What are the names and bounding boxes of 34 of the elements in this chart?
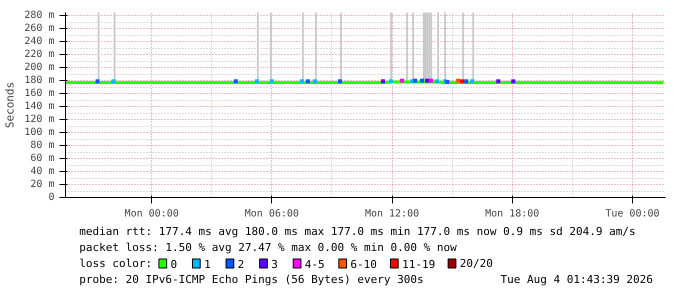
y-tick-label: 180 m [24,75,55,86]
y-tick-label: 260 m [24,23,55,34]
y-tick-label: 120 m [24,114,55,126]
y-tick-label: 240 m [24,36,55,48]
legend-title: loss color: [79,257,152,270]
y-tick-label: 160 m [24,88,55,100]
legend-label: 1 [204,258,211,271]
text: Tue Aug 4 01:43:39 2026 [500,273,653,286]
x-tick-label: Mon 06:00 [244,208,299,220]
x-tick-label: Mon 00:00 [124,208,179,220]
x-tick-label: Mon 12:00 [364,208,420,220]
text: packet loss: 1.50 % avg 27.47 % max 0.00 % min 0.00 % now [79,241,458,254]
y-tick-label: 80 m [30,140,55,152]
legend-label: 20/20 [460,257,493,270]
y-tick-label: 200 m [24,62,55,74]
y-tick-label: 280 m [24,10,55,22]
y-tick-label: 60 m [30,153,55,164]
legend-label: 3 [271,258,278,271]
y-tick-label: 20 m [30,179,55,190]
text: median rtt: 177.4 ms avg 180.0 ms max 177.0 ms min 177.0 ms now 0.9 ms sd 204.9 am/s [79,225,636,238]
y-tick-label: 100 m [24,127,55,138]
legend-label: 4-5 [304,258,325,271]
y-axis-title: Seconds [3,82,16,128]
legend-label: 6-10 [350,258,377,271]
y-tick-label: 0 [48,192,55,203]
text: probe: 20 IPv6-ICMP Echo Pings (56 Bytes) every 300s [79,273,424,286]
x-tick-label: Tue 00:00 [605,208,660,220]
y-tick-label: 40 m [30,166,55,178]
legend-label: 0 [170,258,178,271]
x-tick-label: Mon 18:00 [485,208,540,220]
y-tick-label: 220 m [24,49,55,60]
y-tick-label: 140 m [24,101,55,112]
legend-label: 11-19 [402,258,436,271]
legend-label: 2 [238,258,244,271]
